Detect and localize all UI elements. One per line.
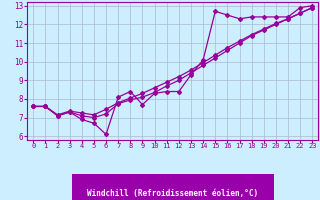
Text: Windchill (Refroidissement éolien,°C): Windchill (Refroidissement éolien,°C) [87,189,258,198]
